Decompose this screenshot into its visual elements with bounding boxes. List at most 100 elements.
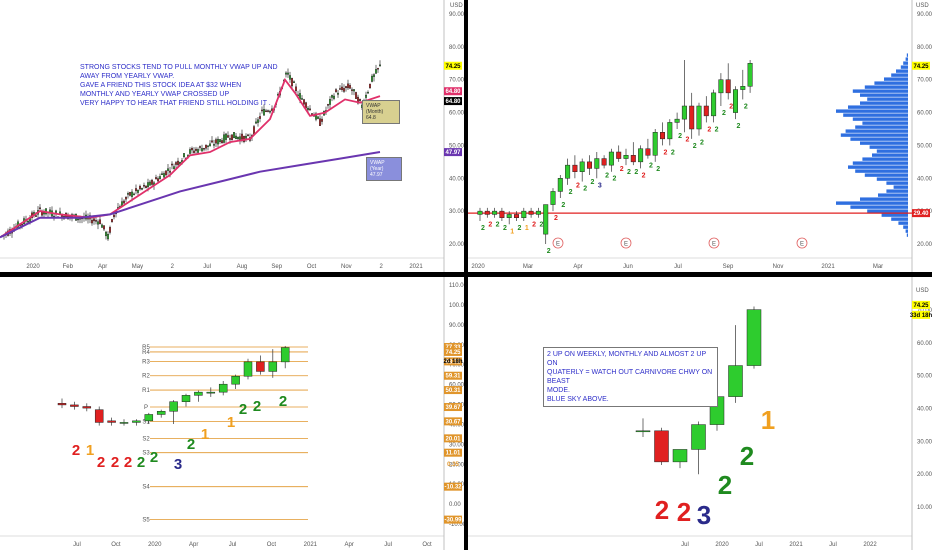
tl-candle — [291, 77, 293, 87]
daily-chart-svg[interactable]: USD 90.00 80.00 70.00 60.00 50.00 40.00 30.00 20… — [0, 0, 464, 272]
br-time-tick: 2021 — [789, 542, 803, 548]
pivot-price-tag-text: 74.25 — [445, 350, 461, 356]
tl-candle — [183, 153, 185, 157]
pivot-label: S5 — [142, 518, 150, 524]
tl-candle — [333, 95, 335, 99]
pivot-label: P — [144, 405, 148, 411]
tl-candle — [377, 67, 379, 70]
vwap-year-label: VWAP (Year) 47.97 — [366, 157, 402, 181]
count-label: 2 — [496, 222, 500, 229]
tr-candle — [550, 191, 556, 205]
tl-candle — [259, 116, 261, 119]
volume-profile-bar — [881, 213, 908, 217]
count-label: 2 — [620, 166, 624, 173]
count-label: 2 — [685, 136, 689, 143]
count-label: 2 — [576, 182, 580, 189]
tr-candle — [484, 210, 490, 215]
volume-profile-bar — [891, 73, 908, 77]
weekly-chart-svg[interactable]: USD90.0080.0070.0060.0050.0040.0030.0020… — [468, 0, 932, 272]
tl-time-tick: Oct — [307, 264, 317, 270]
tl-candle — [163, 173, 165, 178]
pivot-price-tag-text: 20.01 — [445, 436, 461, 442]
tl-candle — [99, 219, 101, 224]
tl-candle — [247, 134, 249, 137]
tr-candle — [608, 151, 614, 166]
tl-candle — [261, 109, 263, 112]
tr-candle — [740, 86, 746, 90]
br-price-tag-text: 74.25 — [913, 303, 929, 309]
earnings-marker — [708, 237, 720, 249]
br-time-tick: Jul — [755, 542, 763, 548]
count-label: 1 — [510, 228, 514, 235]
count-label: 2 — [137, 454, 145, 471]
volume-profile-bar — [905, 57, 908, 61]
tr-candle — [557, 178, 563, 192]
tl-candle — [103, 225, 105, 230]
tr-candle — [747, 63, 753, 87]
bl-price-tick: 20.00 — [449, 462, 464, 468]
tl-candle — [255, 121, 257, 124]
tl-candle — [101, 224, 103, 228]
volume-profile-bar — [852, 89, 908, 93]
count-label: 2 — [583, 186, 587, 193]
bl-candle — [181, 395, 191, 402]
pivot-price-tag — [444, 417, 462, 426]
tl-candle — [233, 132, 235, 139]
tr-price-tick: 40.00 — [917, 176, 932, 182]
bl-candle — [119, 422, 129, 424]
tl-price-tick: 70.00 — [449, 78, 464, 84]
volume-profile-bar — [862, 121, 908, 125]
tr-candle — [660, 132, 665, 140]
tl-candle — [91, 219, 93, 224]
tr-price-tag-text: 29.40 — [913, 211, 929, 217]
tl-candle — [267, 110, 269, 112]
bl-candle — [243, 361, 253, 377]
count-label: 2 — [532, 222, 536, 229]
tr-candle — [521, 210, 527, 218]
tl-candle — [321, 118, 323, 122]
count-label: 2 — [569, 189, 573, 196]
pivot-price-tag-text: 39.67 — [445, 405, 461, 411]
bl-time-tick: Oct — [422, 542, 432, 548]
count-label: 2 — [649, 163, 653, 170]
bl-candle — [82, 406, 92, 409]
tl-candle — [123, 200, 125, 204]
tr-candle — [718, 79, 724, 94]
volume-profile-bar — [840, 133, 908, 137]
bl-time-tick: 2021 — [304, 542, 318, 548]
count-label: 2 — [539, 222, 543, 229]
time-remaining-label: 2d 18h — [443, 359, 462, 365]
br-price-tick: 20.00 — [917, 472, 932, 478]
tl-candle — [151, 179, 153, 185]
pivot-label: S1 — [142, 419, 150, 425]
tl-candle — [245, 135, 247, 139]
tl-candle — [265, 110, 267, 113]
pivot-price-tag — [444, 434, 462, 443]
tl-candle — [355, 92, 357, 99]
tl-time-tick: 2020 — [26, 264, 40, 270]
tr-candle — [689, 105, 695, 130]
count-label: 2 — [671, 149, 675, 156]
tl-candle — [229, 138, 231, 140]
tr-time-tick: Apr — [573, 264, 582, 270]
tl-candle — [307, 107, 309, 110]
quarterly-chart-svg[interactable]: USD70.0060.0050.0040.0030.0020.0010.00Ju… — [468, 277, 932, 550]
tl-candle — [135, 188, 137, 192]
volume-profile-bar — [860, 197, 908, 201]
tl-candle — [129, 192, 131, 196]
count-label: 2 — [677, 497, 691, 527]
tr-time-tick: 2020 — [471, 264, 485, 270]
tr-candle — [579, 161, 585, 172]
pivot-label: R5 — [142, 345, 150, 351]
earnings-marker — [796, 237, 808, 249]
tl-candle — [295, 86, 297, 92]
pivot-price-tag-text: -10.32 — [444, 485, 462, 491]
tr-candle — [499, 210, 505, 218]
volume-profile-bar — [905, 229, 908, 233]
tl-candle — [231, 134, 233, 141]
volume-profile-bar — [898, 221, 908, 225]
bl-time-tick: Apr — [189, 542, 198, 548]
monthly-chart-svg[interactable]: 110.00100.0090.0080.0070.0060.0050.0040.… — [0, 277, 464, 550]
tr-time-tick: Jul — [674, 264, 682, 270]
count-label: 1 — [761, 405, 775, 435]
